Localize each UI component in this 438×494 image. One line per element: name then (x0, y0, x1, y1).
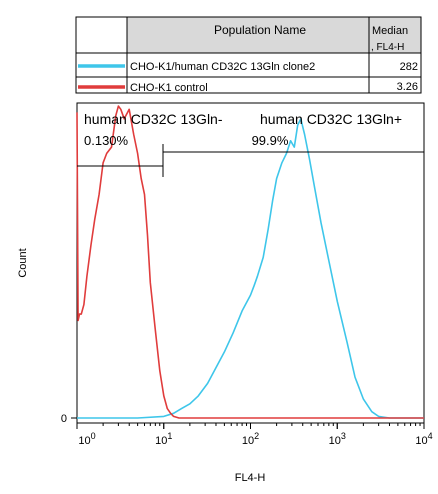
x-axis-label: FL4-H (235, 472, 266, 484)
y-tick-label: 0 (61, 413, 67, 425)
x-tick-label: 104 (415, 431, 432, 447)
legend-row-clone2-name: CHO-K1/human CD32C 13Gln clone2 (130, 61, 315, 73)
plot-frame (76, 102, 425, 424)
legend-header-population-name: Population Name (214, 23, 306, 37)
x-tick-label: 101 (155, 431, 172, 447)
legend-row-control-name: CHO-K1 control (130, 82, 208, 94)
legend-table-header-swatch-cell (75, 16, 128, 54)
gate-positive-percent: 99.9% (252, 133, 289, 148)
x-tick-label: 102 (242, 431, 259, 447)
gate-markers (77, 144, 424, 177)
x-tick-label: 100 (78, 431, 95, 447)
y-axis-label: Count (17, 248, 29, 277)
gate-positive-name: human CD32C 13Gln+ (260, 111, 402, 127)
legend-row-control-median: 3.26 (397, 81, 418, 93)
legend-header-median: Median (372, 25, 408, 37)
legend-table-header-median-cell (368, 16, 422, 54)
x-tick-label: 103 (329, 431, 346, 447)
legend-table: Population Name Median , FL4-H CHO-K1/hu… (75, 16, 422, 94)
legend-table-header-name-cell (126, 16, 370, 54)
y-axis-ticks: 0 (61, 413, 77, 425)
series-line-clone2 (77, 118, 424, 419)
series-line-control (76, 105, 424, 419)
legend-header-median-param: , FL4-H (371, 42, 404, 53)
gate-negative-name: human CD32C 13Gln- (84, 111, 223, 127)
legend-row-clone2-median: 282 (400, 61, 418, 73)
gate-negative-percent: 0.130% (84, 133, 129, 148)
x-axis-ticks: 100 101 102 103 104 (76, 423, 433, 447)
